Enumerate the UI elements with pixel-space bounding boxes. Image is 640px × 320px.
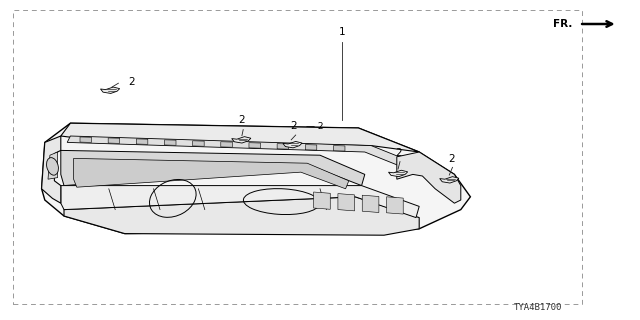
Polygon shape [249, 143, 260, 148]
Polygon shape [164, 140, 176, 145]
Text: 2: 2 [290, 121, 296, 131]
Polygon shape [61, 186, 419, 218]
Polygon shape [440, 177, 459, 183]
Polygon shape [64, 197, 419, 235]
Polygon shape [221, 142, 232, 147]
Polygon shape [232, 137, 251, 143]
Polygon shape [193, 141, 204, 146]
Polygon shape [100, 87, 120, 93]
Polygon shape [283, 141, 302, 148]
Polygon shape [67, 136, 419, 171]
Polygon shape [338, 194, 355, 211]
Ellipse shape [47, 158, 58, 175]
Polygon shape [397, 152, 461, 203]
Text: — 2: — 2 [306, 122, 323, 131]
Text: 2: 2 [396, 148, 402, 158]
Text: 2: 2 [239, 116, 245, 125]
Polygon shape [136, 139, 148, 144]
Text: 2: 2 [448, 154, 454, 164]
Polygon shape [42, 123, 470, 234]
Polygon shape [80, 137, 92, 142]
Polygon shape [61, 150, 365, 186]
Text: 1: 1 [339, 27, 346, 37]
Polygon shape [333, 146, 345, 151]
Polygon shape [108, 138, 120, 143]
Text: TYA4B1700: TYA4B1700 [513, 303, 562, 312]
Polygon shape [61, 123, 419, 152]
Polygon shape [388, 170, 408, 177]
Text: FR.: FR. [554, 19, 573, 29]
Bar [13, 10, 582, 304]
Polygon shape [74, 158, 349, 189]
Polygon shape [362, 195, 379, 212]
Polygon shape [305, 145, 317, 150]
Text: 2: 2 [128, 76, 134, 87]
Polygon shape [387, 197, 403, 214]
Polygon shape [314, 192, 330, 209]
Polygon shape [277, 144, 289, 149]
Polygon shape [48, 152, 58, 179]
Polygon shape [42, 136, 61, 203]
